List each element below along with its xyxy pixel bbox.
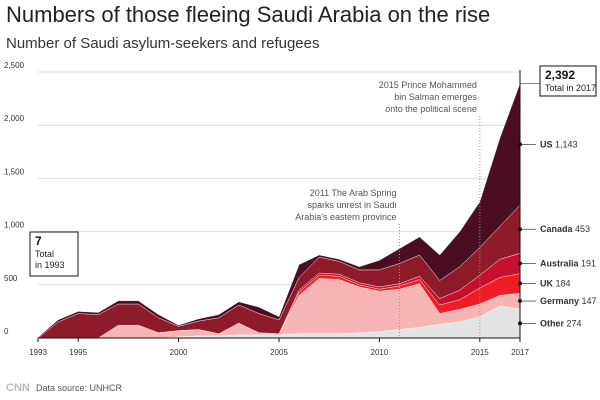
chart-subtitle: Number of Saudi asylum-seekers and refug…: [6, 35, 320, 52]
event-line-text: onto the political scene: [385, 104, 477, 114]
event-text: sparks unrest in Saudi: [307, 200, 396, 210]
series-value: 274: [567, 318, 582, 328]
y-tick-label: 1,500: [4, 167, 25, 176]
event-line-text: Prince Mohammed: [401, 80, 477, 90]
areas: [37, 83, 521, 339]
event-line-text: The Arab Spring: [331, 188, 396, 198]
source: Data source: UNHCR: [36, 383, 123, 393]
event-year: 2011: [310, 188, 329, 198]
series-value: 184: [556, 278, 571, 288]
series-label: Germany 147: [540, 296, 597, 306]
total-text: Total: [35, 249, 54, 259]
series-name: UK: [540, 278, 553, 288]
series-name: Germany: [540, 296, 579, 306]
event-text: bin Salman emerges: [394, 92, 477, 102]
series-value: 1,143: [555, 139, 578, 149]
event-year: 2015: [379, 80, 399, 90]
event-line-text: sparks unrest in Saudi: [307, 200, 396, 210]
x-tick-label: 2010: [371, 348, 389, 357]
total-text: in 1993: [35, 260, 65, 270]
y-tick-label: 2,000: [4, 114, 25, 123]
event-text: Arabia's eastern province: [295, 212, 396, 222]
series-label: Canada 453: [540, 224, 590, 234]
x-tick-label: 2015: [471, 348, 489, 357]
event-text: onto the political scene: [385, 104, 477, 114]
total-value: 2,392: [545, 68, 575, 82]
series-name: Australia: [540, 258, 580, 268]
logo: CNN: [6, 382, 30, 394]
x-tick-label: 1995: [69, 348, 87, 357]
y-tick-label: 0: [4, 327, 9, 336]
x-tick-label: 1993: [29, 348, 47, 357]
series-value: 453: [575, 224, 590, 234]
event-text: 2015 Prince Mohammed: [379, 80, 477, 90]
series-label: Australia 191: [540, 258, 596, 268]
total-text: Total in 2017: [545, 83, 596, 93]
total-box: [539, 65, 597, 97]
series-value: 191: [581, 258, 596, 268]
series-label: Other 274: [540, 318, 582, 328]
event-line-text: bin Salman emerges: [394, 92, 477, 102]
event-line-text: Arabia's eastern province: [295, 212, 396, 222]
y-tick-label: 2,500: [4, 61, 25, 70]
total-box: [29, 231, 79, 277]
series-label: US 1,143: [540, 139, 578, 149]
series-value: 147: [582, 296, 597, 306]
y-tick-label: 1,000: [4, 221, 25, 230]
series-label: UK 184: [540, 278, 571, 288]
x-tick-label: 2005: [270, 348, 288, 357]
series-name: US: [540, 139, 553, 149]
series-name: Canada: [540, 224, 574, 234]
x-tick-label: 2017: [511, 348, 529, 357]
event-text: 2011 The Arab Spring: [310, 188, 397, 198]
series-name: Other: [540, 318, 565, 328]
total-value: 7: [35, 234, 42, 248]
x-tick-label: 2000: [170, 348, 188, 357]
chart-title: Numbers of those fleeing Saudi Arabia on…: [6, 2, 490, 27]
y-tick-label: 500: [4, 274, 18, 283]
